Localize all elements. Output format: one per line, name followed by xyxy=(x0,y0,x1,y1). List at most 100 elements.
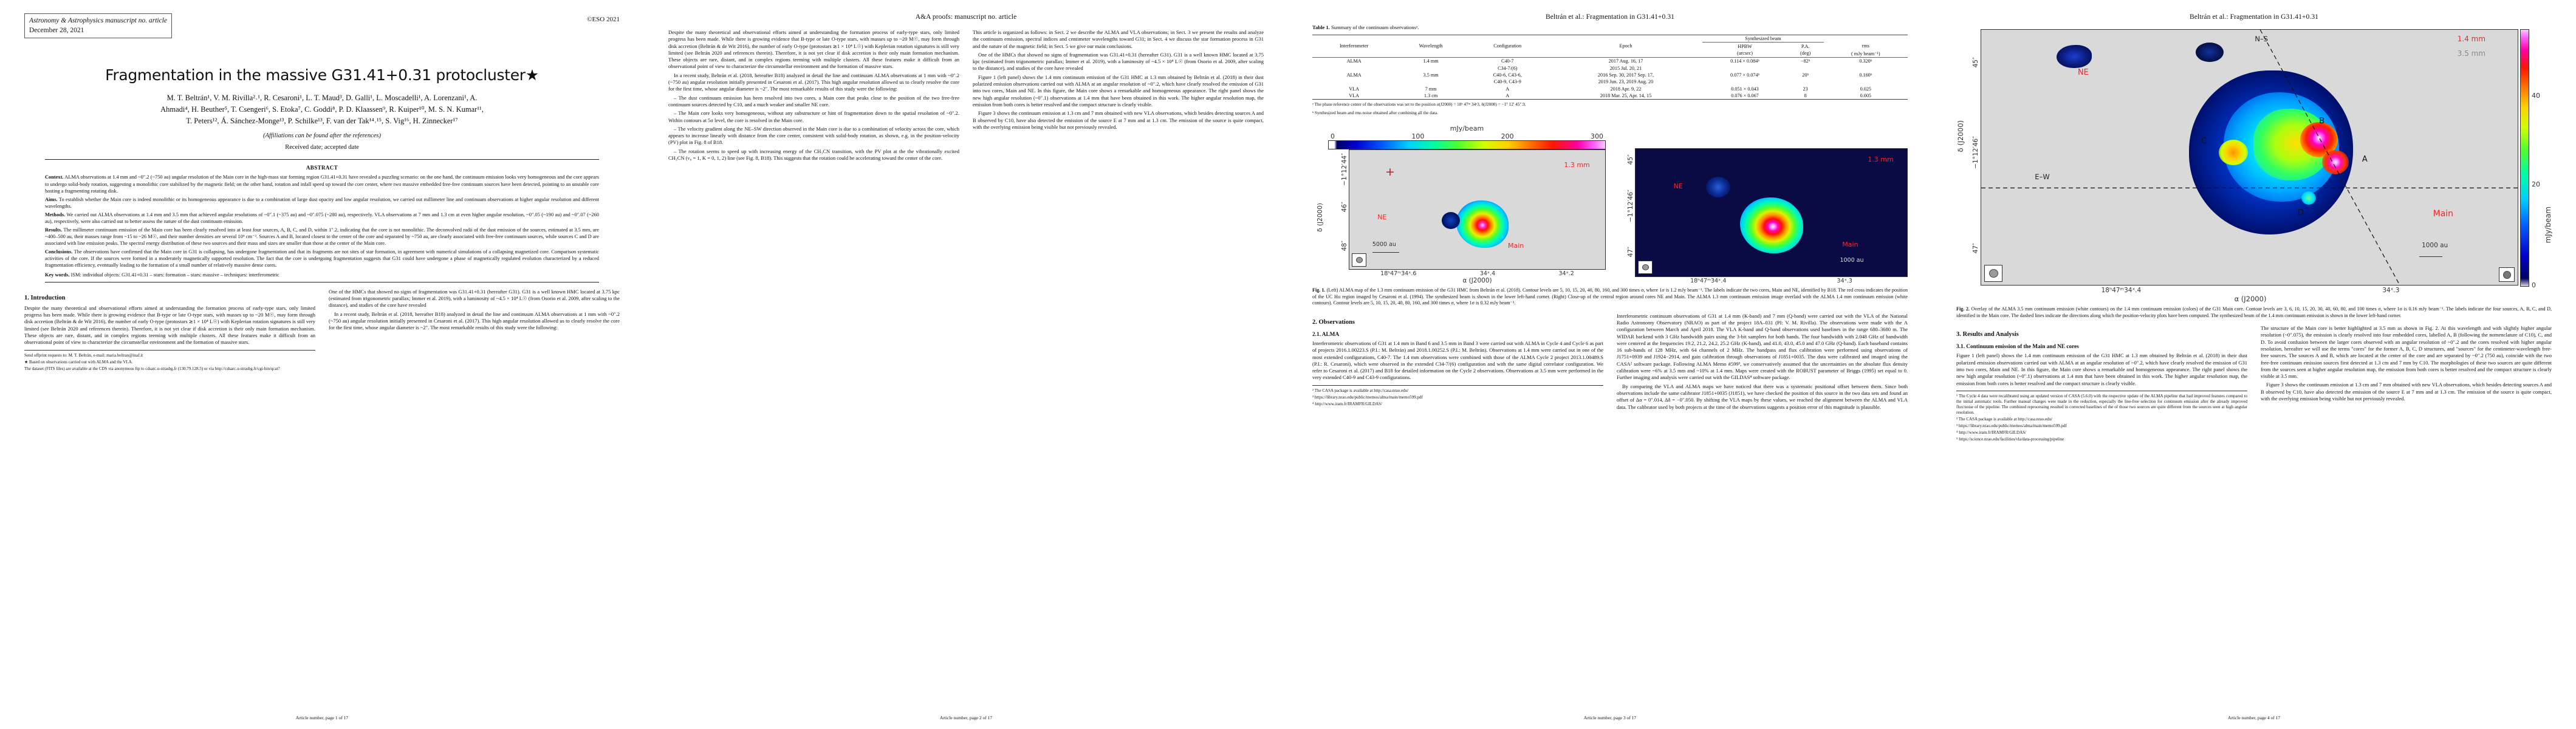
received-date: Received date; accepted date xyxy=(285,144,359,151)
page4-col-left: 3. Results and Analysis 3.1. Continuum e… xyxy=(1956,325,2247,444)
intro-paragraph-1: Despite the many theoretical and observa… xyxy=(24,304,315,346)
abstract-block: ABSTRACT Context. ALMA observations at 1… xyxy=(45,159,599,282)
fig2-beam-box xyxy=(1984,265,2002,282)
p2r-para-4: Figure 3 shows the continuum emission at… xyxy=(973,110,1264,130)
fig2-label-ne: NE xyxy=(2077,68,2089,77)
cell-blank6 xyxy=(1312,78,1396,85)
fn4-3: ³ https://library.nrao.edu/public/memos/… xyxy=(1956,423,2067,429)
cell-epoch: 2018 Mar. 25, Apr. 14, 15 xyxy=(1600,93,1652,99)
page4-col-right: The structure of the Main core is better… xyxy=(2261,325,2552,444)
sub-rms-units: ( mJy beam⁻¹) xyxy=(1823,49,1908,58)
figure-1: mJy/beam 0 100 200 300 δ (J2000) xyxy=(1312,125,1908,307)
fig1-colorbar-label: mJy/beam xyxy=(1450,125,1484,133)
fig1-right-map: 1.3 mm NE Main 1000 au xyxy=(1635,148,1908,278)
cell-pa: 23 xyxy=(1803,86,1808,92)
page4-footnotes: ¹ The Cycle 4 data were recalibrated usi… xyxy=(1956,390,2247,443)
page1-footnotes: Send offprint requests to: M. T. Beltrán… xyxy=(24,349,315,372)
fig1-xtick-2: 34ˣ.2 xyxy=(1558,270,1574,278)
author-line-2: Ahmadi⁴, H. Beuther⁵, T. Csengeri⁶, S. E… xyxy=(160,104,484,114)
fig2-cbtick-1: 20 xyxy=(2532,180,2540,188)
cell-blank10 xyxy=(1824,78,1908,85)
fig1-ne-core-emission xyxy=(1441,212,1460,229)
cell-rms: 0.025 xyxy=(1860,86,1872,92)
footnote-star: ★ Based on observations carried out with… xyxy=(24,359,133,364)
cell-hpbw: 0.114 × 0.084ᵇ xyxy=(1730,58,1759,64)
fig2-label-ew: E–W xyxy=(2035,173,2050,182)
result-bullet-3: – The velocity gradient along the NE–SW … xyxy=(668,125,959,146)
fig2-label-B: B xyxy=(2319,116,2325,126)
fig1-ytick-0: −1°12′44″ xyxy=(1341,153,1348,186)
page3-footer: Article number, page 3 of 17 xyxy=(1583,715,1637,720)
page-2: A&A proofs: manuscript no. article Despi… xyxy=(644,0,1288,729)
figure-2: δ (J2000) 45″ −1°12′46″ 47″ xyxy=(1956,29,2552,319)
abstract-methods: Methods. We carried out ALMA observation… xyxy=(45,211,599,225)
cell-epoch-2: 2015 Jul. 20, 21 xyxy=(1609,65,1642,71)
table-row: VLA 7 mm A 2018 Apr. 9, 22 0.051 × 0.043… xyxy=(1312,86,1908,92)
fig1r-ytick-1: −1°12′46″ xyxy=(1627,190,1634,222)
abstract-conclusions: Conclusions. The observations have confi… xyxy=(45,248,599,269)
figure-2-caption: Fig. 2. Overlay of the ALMA 3.5 mm conti… xyxy=(1956,306,2552,319)
fig1r-xtick-0: 18ʰ47ᵐ34ˣ.4 xyxy=(1690,278,1727,285)
fig1-caption-text: (Left) ALMA map of the 1.3 mm continuum … xyxy=(1312,287,1908,306)
th-interferometer: Interferometer xyxy=(1339,43,1369,49)
table-row: VLA 1.3 cm A 2018 Mar. 25, Apr. 14, 15 0… xyxy=(1312,92,1908,100)
cell-blank7 xyxy=(1396,78,1466,85)
cbtick-2: 200 xyxy=(1501,132,1514,141)
fig2-scalebar-label: 1000 au xyxy=(2422,242,2448,250)
p3-obs-para-1: Interferometric observations of G31 at 1… xyxy=(1312,340,1603,381)
page4-runhead: Beltrán et al.: Fragmentation in G31.41+… xyxy=(2189,13,2319,21)
fig2-colorbar xyxy=(2520,29,2529,287)
fig1r-main-core-emission xyxy=(1739,197,1803,254)
page2-col-right: This article is organized as follows: in… xyxy=(973,29,1264,163)
sub-pa-units: (deg) xyxy=(1787,49,1824,58)
p3-obs-para-3: By comparing the VLA and ALMA maps we ha… xyxy=(1617,383,1908,410)
page4-footer: Article number, page 4 of 17 xyxy=(2227,715,2281,720)
fig1r-ytick-2: 47″ xyxy=(1627,247,1634,258)
fig1-wavelength-label: 1.3 mm xyxy=(1564,160,1590,169)
page-4: Beltrán et al.: Fragmentation in G31.41+… xyxy=(1932,0,2576,729)
sub-3 xyxy=(1549,49,1703,58)
cbtick-3: 300 xyxy=(1590,132,1603,141)
cell-rms: 0.160ᵇ xyxy=(1859,72,1872,78)
fn3-memo: ³ https://library.nrao.edu/public/memos/… xyxy=(1312,394,1423,400)
page1-columns: 1. Introduction Despite the many theoret… xyxy=(24,289,620,373)
fig2-wavelength-2: 3.5 mm xyxy=(2457,49,2486,58)
fig2-xtick-1: 34ˣ.3 xyxy=(2382,287,2400,294)
fn4-5: ⁵ https://science.nrao.edu/facilities/vl… xyxy=(1956,437,2064,442)
p4-res-para-2: The structure of the Main core is better… xyxy=(2261,325,2552,380)
cell-configuration-2: C40-9, C43-9 xyxy=(1493,79,1521,85)
fig2-label: Fig. 2. xyxy=(1956,306,1970,312)
cell-wavelength: 1.3 cm xyxy=(1423,93,1438,99)
page4-columns: 3. Results and Analysis 3.1. Continuum e… xyxy=(1956,325,2552,444)
manuscript-line-2: December 28, 2021 xyxy=(29,26,84,34)
table1-spacer2 xyxy=(1824,35,1908,43)
fig2-colorbar-label: mJy/beam xyxy=(2544,206,2552,243)
fig1-main-core-emission xyxy=(1456,200,1509,248)
uchii-cross-icon: + xyxy=(1385,165,1395,179)
cell-pa: 8 xyxy=(1804,93,1807,99)
table1-note-a: ᵃ The phase reference center of the obse… xyxy=(1312,102,1526,108)
page-3: Beltrán et al.: Fragmentation in G31.41+… xyxy=(1288,0,1932,729)
cell-hpbw: 0.077 × 0.074ᵇ xyxy=(1730,72,1760,78)
th-epoch: Epoch xyxy=(1619,43,1632,49)
affiliations-note: (Affiliations can be found after the ref… xyxy=(262,132,381,140)
fig1-ylabel: δ (J2000) xyxy=(1317,202,1324,232)
abstract-conclusions-text: The observations have confirmed that the… xyxy=(45,248,599,269)
fig1r-ytick-0: 45″ xyxy=(1627,154,1634,165)
p3-obs-para-2: Interferometric continuum observations o… xyxy=(1617,312,1908,381)
th-pa: P.A. xyxy=(1801,43,1810,49)
fig1r-beam-box xyxy=(1638,261,1653,275)
fig2-source-A xyxy=(2321,150,2349,175)
fig2-map: N–S E–W NE Main A B C D 1.4 mm 3.5 mm 10… xyxy=(1981,29,2518,286)
cell-epoch: 2018 Apr. 9, 22 xyxy=(1610,86,1642,92)
cell-epoch-2: 2019 Jun. 23, 2019 Aug. 20 xyxy=(1598,79,1654,85)
cell-blank1 xyxy=(1312,65,1396,72)
fig2-beam-box-2 xyxy=(2499,267,2515,282)
fig1-scalebar xyxy=(1372,252,1399,253)
table1-note-b: ᵇ Synthesized beam and rms noise obtaine… xyxy=(1312,110,1439,115)
abstract-keywords: Key words. ISM: individual objects: G31.… xyxy=(45,272,599,278)
fig1r-wavelength-label: 1.3 mm xyxy=(1868,155,1894,163)
fig1-xtick-1: 34ˣ.4 xyxy=(1479,270,1496,278)
page3-columns: 2. Observations 2.1. ALMA Interferometri… xyxy=(1312,313,1908,412)
page2-columns: Despite the many theoretical and observa… xyxy=(668,29,1264,163)
